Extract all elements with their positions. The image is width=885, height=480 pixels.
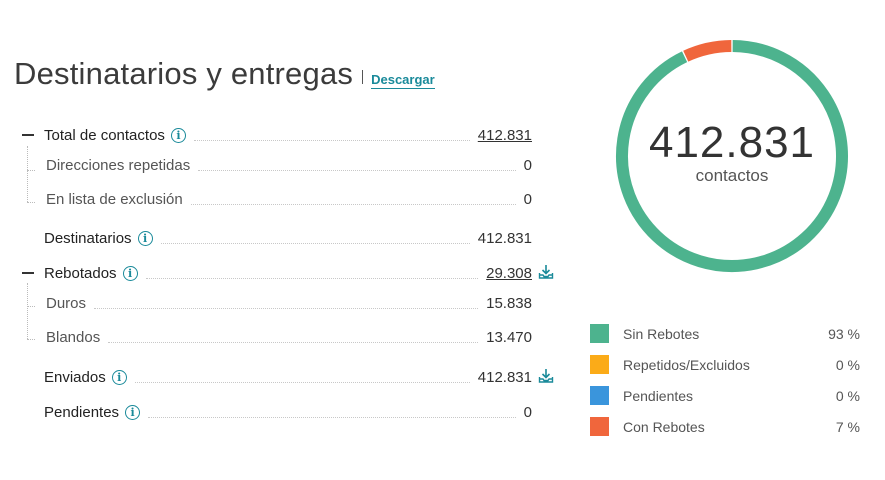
- legend-swatch: [590, 324, 609, 343]
- info-icon[interactable]: i: [137, 230, 153, 246]
- row-label: En lista de exclusión: [46, 190, 183, 208]
- chart-legend: Sin Rebotes 93 % Repetidos/Excluidos 0 %…: [590, 318, 860, 442]
- legend-label: Pendientes: [623, 387, 694, 404]
- dotted-leader: [148, 407, 516, 418]
- tree-connector: [27, 146, 28, 202]
- dotted-leader: [134, 372, 470, 383]
- row-value: 0: [523, 403, 532, 421]
- row-label: Destinatarios: [44, 229, 132, 247]
- dotted-leader: [94, 298, 479, 309]
- dotted-leader: [145, 268, 479, 279]
- legend-item-con-rebotes: Con Rebotes 7 %: [590, 411, 860, 442]
- donut-total-label: contactos: [695, 166, 769, 185]
- row-value: 0: [523, 156, 532, 174]
- dotted-leader: [108, 332, 479, 343]
- row-destinatarios: Destinatarios i 412.831: [22, 226, 532, 250]
- row-label: Pendientes: [44, 403, 120, 421]
- collapse-toggle[interactable]: [22, 134, 34, 136]
- row-label: Total de contactos: [44, 126, 165, 144]
- download-icon[interactable]: [538, 264, 554, 280]
- row-rebotados: Rebotados i 29.308: [22, 261, 554, 285]
- row-value: 0: [523, 190, 532, 208]
- legend-percent: 7 %: [835, 418, 860, 435]
- legend-swatch: [590, 417, 609, 436]
- collapse-toggle[interactable]: [22, 272, 34, 274]
- legend-label: Repetidos/Excluidos: [623, 356, 750, 373]
- row-value: 15.838: [486, 294, 532, 312]
- download-link[interactable]: Descargar: [371, 72, 435, 89]
- tree-connector: [27, 170, 35, 171]
- legend-item-repetidos: Repetidos/Excluidos 0 %: [590, 349, 860, 380]
- legend-percent: 0 %: [835, 387, 860, 404]
- dotted-leader: [193, 130, 470, 141]
- tree-connector: [27, 283, 28, 339]
- row-label: Direcciones repetidas: [46, 156, 191, 174]
- info-icon[interactable]: i: [170, 127, 186, 143]
- row-value: 13.470: [486, 328, 532, 346]
- row-direcciones-repetidas: Direcciones repetidas 0: [22, 153, 532, 177]
- row-enviados: Enviados i 412.831: [22, 365, 554, 389]
- legend-label: Con Rebotes: [623, 418, 705, 435]
- donut-slice-sin-rebotes: [616, 40, 848, 272]
- page-header: Destinatarios y entregas Descargar: [14, 56, 435, 92]
- donut-center: 412.831 contactos: [612, 36, 852, 276]
- legend-percent: 93 %: [828, 325, 860, 342]
- legend-swatch: [590, 355, 609, 374]
- legend-item-pendientes: Pendientes 0 %: [590, 380, 860, 411]
- tree-connector: [27, 306, 35, 307]
- dotted-leader: [160, 233, 470, 244]
- info-icon[interactable]: i: [125, 404, 141, 420]
- row-label: Rebotados: [44, 264, 117, 282]
- legend-percent: 0 %: [835, 356, 860, 373]
- row-label: Enviados: [44, 368, 106, 386]
- row-lista-exclusion: En lista de exclusión 0: [22, 187, 532, 211]
- info-icon[interactable]: i: [111, 369, 127, 385]
- row-label: Blandos: [46, 328, 101, 346]
- legend-label: Sin Rebotes: [623, 325, 700, 342]
- legend-swatch: [590, 386, 609, 405]
- row-total-contactos: Total de contactos i 412.831: [22, 123, 532, 147]
- row-value-link[interactable]: 29.308: [486, 264, 532, 282]
- download-icon[interactable]: [538, 368, 554, 384]
- tree-connector: [27, 339, 35, 340]
- dotted-leader: [190, 194, 516, 205]
- row-value-link[interactable]: 412.831: [477, 126, 532, 144]
- row-value: 412.831: [477, 368, 532, 386]
- row-blandos: Blandos 13.470: [22, 325, 532, 349]
- donut-chart: [616, 40, 848, 272]
- tree-connector: [27, 202, 35, 203]
- info-icon[interactable]: i: [122, 265, 138, 281]
- donut-slice-con-rebotes: [683, 40, 732, 62]
- row-value: 412.831: [477, 229, 532, 247]
- page-title: Destinatarios y entregas: [14, 56, 354, 91]
- row-pendientes: Pendientes i 0: [22, 400, 532, 424]
- dotted-leader: [198, 160, 516, 171]
- legend-item-sin-rebotes: Sin Rebotes 93 %: [590, 318, 860, 349]
- donut-total-value: 412.831: [648, 118, 816, 167]
- title-separator: [362, 70, 364, 84]
- row-duros: Duros 15.838: [22, 291, 532, 315]
- row-label: Duros: [46, 294, 87, 312]
